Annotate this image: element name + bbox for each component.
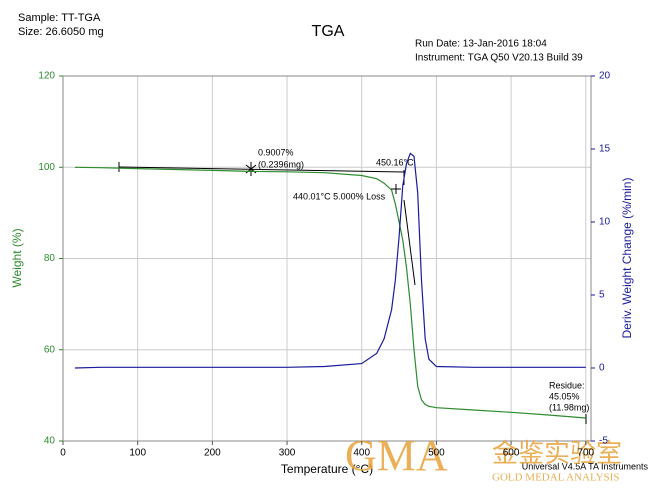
run-date: Run Date: 13-Jan-2016 18:04 bbox=[415, 39, 547, 50]
watermark: GMA 金鉴实验室 GOLD MEDAL ANALYSIS bbox=[345, 431, 622, 483]
x-axis-label: Temperature (°C) bbox=[281, 462, 373, 476]
watermark-logo: GMA bbox=[345, 431, 448, 480]
y2-tick-label: 10 bbox=[599, 217, 611, 228]
y-axis-label: Weight (%) bbox=[10, 228, 24, 287]
x-tick-label: 400 bbox=[353, 448, 370, 459]
x-tick-label: 700 bbox=[577, 448, 594, 459]
annotation: 440.01°C 5.000% Loss bbox=[293, 191, 386, 201]
y-tick-label: 120 bbox=[38, 71, 55, 82]
sample: Sample: TT-TGA bbox=[18, 12, 101, 24]
footer: Universal V4.5A TA Instruments bbox=[522, 461, 649, 471]
annotation: 0.9007% bbox=[258, 147, 294, 157]
watermark-en: GOLD MEDAL ANALYSIS bbox=[492, 472, 619, 484]
x-tick-label: 300 bbox=[279, 448, 296, 459]
series-line bbox=[74, 166, 586, 419]
x-tick-label: 600 bbox=[503, 448, 520, 459]
step-line bbox=[118, 166, 405, 173]
y2-axis-label: Deriv. Weight Change (%/min) bbox=[620, 178, 634, 339]
chart-title: TGA bbox=[312, 23, 345, 40]
tangent-line bbox=[403, 199, 416, 286]
y-tick-label: 40 bbox=[44, 436, 56, 447]
series-line bbox=[74, 152, 586, 369]
annotation: (0.2396mg) bbox=[258, 159, 304, 169]
y2-tick-label: 15 bbox=[599, 144, 611, 155]
y-tick-label: 60 bbox=[44, 344, 56, 355]
x-tick-label: 100 bbox=[129, 448, 146, 459]
annotation: 45.05% bbox=[549, 391, 580, 401]
y2-tick-label: -5 bbox=[599, 436, 608, 447]
y-tick-label: 100 bbox=[38, 162, 55, 173]
y2-tick-label: 5 bbox=[599, 290, 605, 301]
y2-tick-label: 0 bbox=[599, 363, 605, 374]
x-tick-label: 500 bbox=[428, 448, 445, 459]
annotation: Residue: bbox=[549, 380, 585, 390]
y-tick-label: 80 bbox=[44, 253, 56, 264]
watermark-cn: 金鉴实验室 bbox=[492, 438, 622, 468]
y2-tick-label: 20 bbox=[599, 71, 611, 82]
size: Size: 26.6050 mg bbox=[18, 26, 104, 38]
x-tick-label: 0 bbox=[60, 448, 66, 459]
annotation: 450.16°C bbox=[376, 157, 414, 167]
annotation: (11.98mg) bbox=[549, 402, 589, 412]
x-tick-label: 200 bbox=[204, 448, 221, 459]
instrument: Instrument: TGA Q50 V20.13 Build 39 bbox=[415, 53, 583, 64]
